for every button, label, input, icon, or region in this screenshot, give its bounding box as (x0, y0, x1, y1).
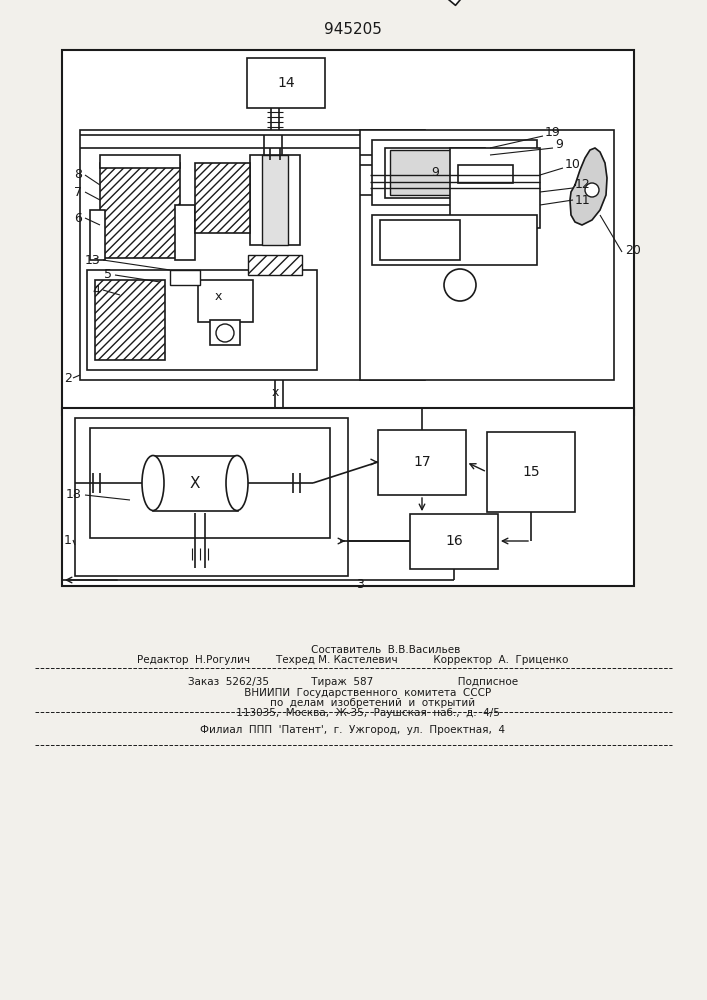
Text: 5: 5 (104, 268, 112, 282)
Bar (87, 270, 317, 370)
Ellipse shape (226, 456, 248, 510)
Text: ВНИИПИ  Государственного  комитета  СССР: ВНИИПИ Государственного комитета СССР (215, 688, 491, 698)
Bar (380, 220, 460, 260)
Text: по  делам  изобретений  и  открытий: по делам изобретений и открытий (231, 698, 475, 708)
Text: 13: 13 (84, 253, 100, 266)
Bar (372, 140, 537, 205)
Bar (153, 456, 238, 511)
Bar (198, 280, 253, 322)
Text: 20: 20 (625, 243, 641, 256)
Text: 6: 6 (74, 212, 82, 225)
Text: Филиал  ППП  'Патент',  г.  Ужгород,  ул.  Проектная,  4: Филиал ППП 'Патент', г. Ужгород, ул. Про… (201, 725, 506, 735)
Bar (262, 155, 288, 245)
Text: 15: 15 (522, 465, 540, 479)
Text: x: x (271, 386, 279, 399)
Text: 16: 16 (445, 534, 463, 548)
Polygon shape (414, 0, 464, 5)
Text: 18: 18 (66, 488, 82, 502)
Ellipse shape (142, 456, 164, 510)
Text: 12: 12 (575, 178, 591, 192)
Bar (378, 430, 466, 495)
Bar (175, 205, 195, 260)
Text: 113035,  Москва,  Ж-35,  Раушская  наб.,  д.  4/5: 113035, Москва, Ж-35, Раушская наб., д. … (206, 708, 499, 718)
Bar (90, 210, 105, 260)
Bar (360, 130, 614, 380)
Bar (195, 163, 250, 233)
Bar (372, 215, 537, 265)
Bar (95, 280, 165, 360)
Text: 2: 2 (64, 371, 72, 384)
Circle shape (216, 324, 234, 342)
Bar (458, 165, 513, 183)
Bar (80, 130, 425, 380)
Text: 9: 9 (431, 165, 439, 178)
Bar (100, 155, 180, 168)
Text: 7: 7 (74, 186, 82, 198)
Text: Редактор  Н.Рогулич        Техред М. Кастелевич           Корректор  А.  Гриценк: Редактор Н.Рогулич Техред М. Кастелевич … (137, 655, 568, 665)
Text: 11: 11 (575, 194, 591, 207)
Bar (210, 320, 240, 345)
Text: 4: 4 (92, 284, 100, 296)
Bar (62, 50, 634, 415)
Text: 17: 17 (413, 455, 431, 469)
Text: 945205: 945205 (324, 22, 382, 37)
Text: 1: 1 (64, 534, 72, 546)
Bar (247, 58, 325, 108)
Text: 10: 10 (565, 158, 581, 172)
Text: 8: 8 (74, 168, 82, 182)
Bar (75, 418, 348, 576)
Circle shape (585, 183, 599, 197)
Bar (170, 270, 200, 285)
Bar (390, 150, 480, 195)
Bar (248, 255, 302, 275)
Bar (250, 155, 300, 245)
Text: X: X (189, 476, 200, 490)
Text: x: x (214, 290, 222, 304)
Circle shape (444, 269, 476, 301)
Bar (410, 514, 498, 569)
Text: 14: 14 (277, 76, 295, 90)
Text: 9: 9 (555, 138, 563, 151)
Bar (100, 163, 180, 258)
Text: Заказ  5262/35             Тираж  587                          Подписное: Заказ 5262/35 Тираж 587 Подписное (188, 677, 518, 687)
Polygon shape (570, 148, 607, 225)
Bar (487, 432, 575, 512)
Text: 3: 3 (356, 578, 364, 591)
Bar (62, 408, 634, 586)
Text: 19: 19 (545, 126, 561, 139)
Bar (385, 148, 485, 198)
Bar (90, 428, 330, 538)
Bar (450, 148, 540, 228)
Text: Составитель  В.В.Васильев: Составитель В.В.Васильев (246, 645, 460, 655)
